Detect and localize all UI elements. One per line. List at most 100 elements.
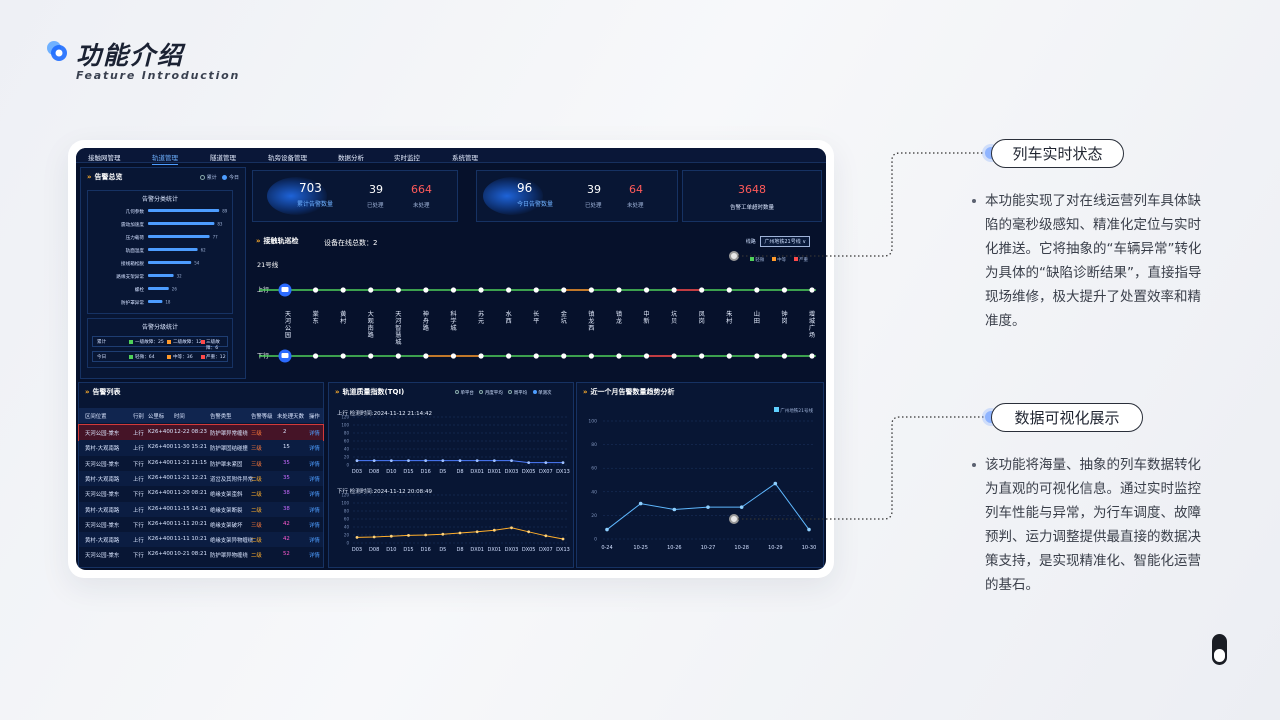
kpi-total-done: 39 <box>369 183 383 196</box>
station-label: 水西 <box>505 311 512 325</box>
detail-link[interactable]: 详情 <box>309 507 320 514</box>
detail-link[interactable]: 详情 <box>309 461 320 468</box>
detail-link[interactable]: 详情 <box>309 522 320 529</box>
x-tick-label: D10 <box>386 547 396 553</box>
tqi-point <box>458 531 462 535</box>
down-label: 下行 <box>257 353 270 360</box>
toggle-today[interactable]: 今日 <box>228 175 239 181</box>
tqi-point <box>424 459 428 462</box>
tqi-point <box>407 534 410 537</box>
tqi-point <box>492 459 496 462</box>
table-row[interactable]: 天河公园-棠东 下行 K26+400 10-21 08:21 防护罩异物缠绕 二级 52 详情 <box>79 547 323 563</box>
trend-point <box>773 481 778 486</box>
category-label: 压力载荷 <box>126 234 145 241</box>
y-tick-label: 20 <box>591 513 597 519</box>
category-value: 89 <box>222 209 228 214</box>
radio-selected-icon[interactable] <box>222 175 228 180</box>
range-toggle[interactable]: 累计 今日 <box>200 174 239 181</box>
category-bar <box>148 209 220 212</box>
x-tick-label: D16 <box>421 547 431 553</box>
page-subtitle: Feature Introduction <box>76 69 241 82</box>
kpi-total-done-label: 已处理 <box>367 203 384 209</box>
table-row[interactable]: 天河公园-棠东 下行 K26+400 11-20 08:21 绝缘支架歪斜 二级 38 详情 <box>79 486 323 502</box>
severity-legend: 轻微 中等 严重 <box>749 257 808 263</box>
y-tick-label: 60 <box>344 439 350 444</box>
station-label: 长平 <box>533 311 540 325</box>
tab-system[interactable]: 系统管理 <box>452 154 478 162</box>
scroll-indicator[interactable] <box>1212 634 1227 665</box>
alarm-list-title: 告警列表 <box>85 387 121 397</box>
up-label: 上行 <box>257 287 270 294</box>
tqi-point <box>407 459 410 462</box>
level-row-today: 今日 轻微：64 中等：36 严重：12 <box>92 351 228 362</box>
table-row[interactable]: 黄村-大观南路 上行 K26+400 11-30 15:21 防护罩固结碰撞 三级 15 详情 <box>79 440 323 456</box>
tqi-point <box>544 534 548 538</box>
x-tick-label: DX05 <box>522 469 536 475</box>
tqi-point <box>561 537 565 541</box>
tab-monitor[interactable]: 实时监控 <box>394 154 420 162</box>
category-bar <box>148 300 163 303</box>
y-tick-label: 20 <box>344 455 350 460</box>
station-label: 苏元 <box>477 311 485 325</box>
x-tick-label: DX01 <box>488 547 502 553</box>
alarm-list-panel: 告警列表 区间位置 行别 公里标 时间 告警类型 告警等级 未处理天数 操作 天… <box>78 382 324 568</box>
trend-title: 近一个月告警数量趋势分析 <box>583 387 675 397</box>
logo-icon <box>47 41 67 61</box>
table-row[interactable]: 黄村-大观南路 上行 K26+400 11-21 12:21 道岔及其附件异常 二级 35 详… <box>79 470 323 487</box>
table-row[interactable]: 天河公园-棠东 上行 K26+400 12-22 08:23 防护罩异常缠绕 三级 2 详情 <box>78 423 324 442</box>
table-row[interactable]: 天河公园-棠东 下行 K26+400 11-11 20:21 绝缘支架破坏 三级 42 详情 <box>79 516 323 533</box>
trend-point <box>605 527 609 532</box>
station-label: 天河智慧城 <box>395 311 402 346</box>
tqi-point <box>527 461 531 464</box>
line-select[interactable]: 线路 广州地铁21号线 ∨ <box>746 236 810 247</box>
level-box: 告警分级统计 累计 一级故障：25 二级故障：12 三级故障：6 今日 轻微：6… <box>87 318 233 368</box>
station-label: 朱村 <box>726 311 733 325</box>
x-tick-label: D8 <box>456 547 463 553</box>
y-tick-label: 120 <box>341 493 349 498</box>
detail-link[interactable]: 详情 <box>309 538 320 545</box>
tqi-down-caption: 下行 检测时间:2024-11-12 20:08:49 <box>337 489 433 495</box>
kpi-today-pending: 64 <box>629 183 643 196</box>
tqi-point <box>475 459 479 462</box>
category-box: 告警分类统计 几何参数 89 震动加速度 83 压力载荷 77 轨面温度 62 接线箱松脱 54 路… <box>87 190 233 314</box>
category-label: 防护罩异常 <box>121 299 144 306</box>
x-tick-label: D03 <box>352 469 362 475</box>
callout-data-visual-text: 该功能将海量、抽象的列车数据转化为直观的可视化信息。通过实时监控列车性能与异常，… <box>972 453 1210 597</box>
category-label: 轨面温度 <box>126 247 145 254</box>
callout-train-status-text: 本功能实现了对在线运营列车具体缺陷的毫秒级感知、精准化定位与实时化推送。它将抽象… <box>972 189 1210 333</box>
detail-link[interactable]: 详情 <box>309 476 320 483</box>
x-tick-label: DX01 <box>488 469 502 475</box>
tqi-point <box>544 461 548 464</box>
chevron-down-icon: ∨ <box>802 239 806 245</box>
tab-trackside[interactable]: 轨旁设备管理 <box>268 154 307 162</box>
tqi-point <box>458 459 462 462</box>
tab-catenary[interactable]: 接触网管理 <box>88 154 121 162</box>
line-select-value[interactable]: 广州地铁21号线 ∨ <box>760 236 810 247</box>
tab-track[interactable]: 轨道管理 <box>152 152 178 165</box>
kpi-today-done-label: 已处理 <box>585 203 602 209</box>
detail-link[interactable]: 详情 <box>309 431 320 437</box>
cursor-icon <box>729 514 739 524</box>
tab-tunnel[interactable]: 隧道管理 <box>210 154 236 162</box>
tqi-mode-radios[interactable]: 单平台 月度平均 周平均 单测次 <box>455 390 552 396</box>
tqi-point <box>441 532 445 536</box>
category-label: 螺栓 <box>135 286 145 293</box>
tab-analysis[interactable]: 数据分析 <box>338 154 364 162</box>
station-label: 金坑 <box>560 311 567 325</box>
trend-point <box>739 505 744 509</box>
table-row[interactable]: 黄村-大观南路 上行 K26+400 11-15 14:21 绝缘支架断裂 二级 38 详情 <box>79 501 323 517</box>
x-tick-label: D15 <box>403 547 413 553</box>
y-tick-label: 0 <box>346 541 349 546</box>
trend-point <box>638 501 643 506</box>
table-row[interactable]: 黄村-大观南路 上行 K26+400 11-11 10:21 绝缘支架异物缠绕 二级 42 详… <box>79 532 323 548</box>
toggle-total[interactable]: 累计 <box>206 175 217 181</box>
table-row[interactable]: 天河公园-棠东 下行 K26+400 11-21 21:15 防护罩未紧固 三级 35 详情 <box>79 455 323 471</box>
radio-icon[interactable] <box>200 175 206 180</box>
detail-link[interactable]: 详情 <box>309 492 320 499</box>
detail-link[interactable]: 详情 <box>309 446 320 453</box>
detail-link[interactable]: 详情 <box>309 553 320 560</box>
tqi-point <box>475 530 479 534</box>
y-tick-label: 80 <box>591 442 597 448</box>
tqi-point <box>389 534 393 538</box>
category-bar <box>148 235 210 238</box>
